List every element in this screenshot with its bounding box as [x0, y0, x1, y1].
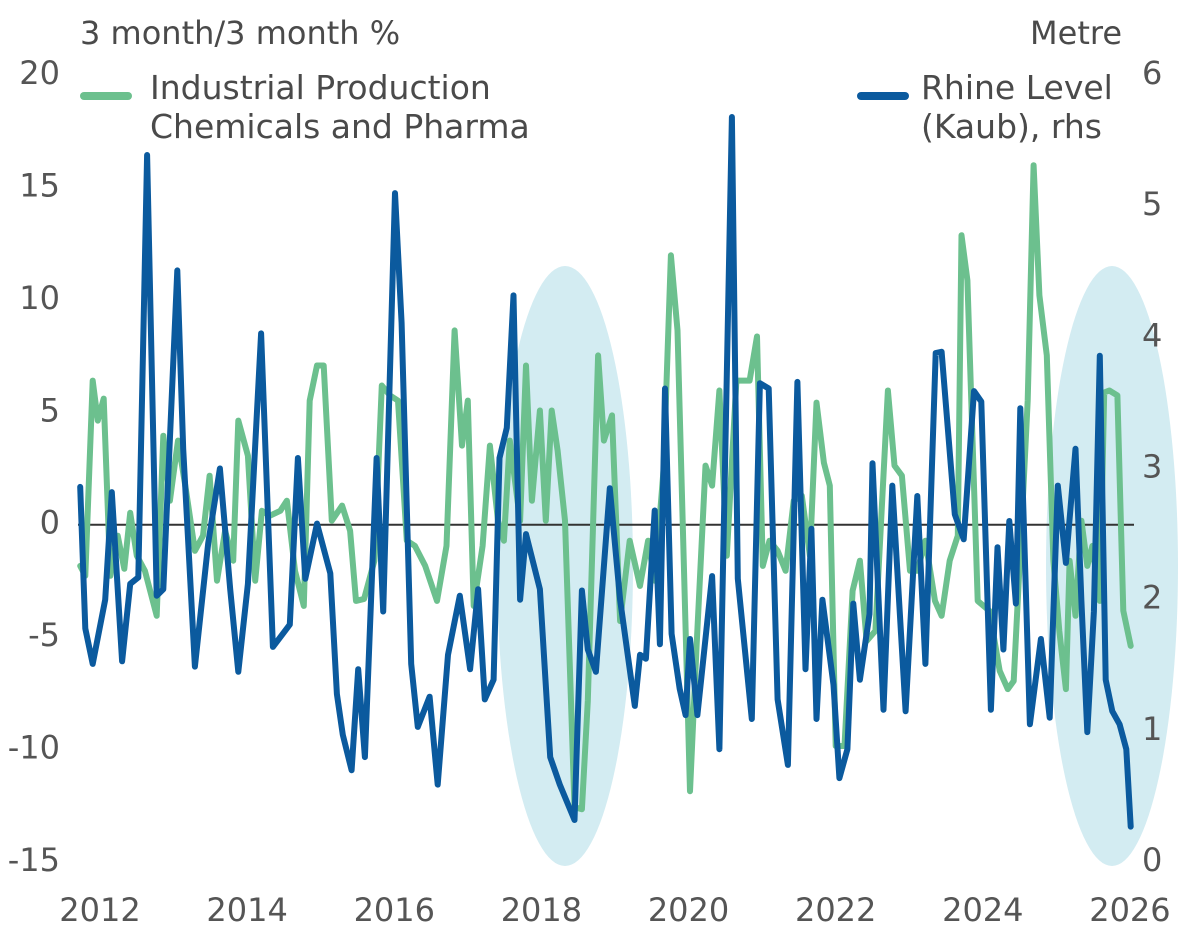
y2-tick-label: 4	[1142, 316, 1162, 354]
y-tick-label: 15	[19, 166, 60, 204]
y-tick-label: -10	[8, 729, 60, 767]
y-axis-title: 3 month/3 month %	[80, 14, 401, 52]
y2-tick-label: 0	[1142, 841, 1162, 879]
x-tick-label: 2016	[354, 891, 435, 929]
x-tick-label: 2018	[501, 891, 582, 929]
y-tick-label: -15	[8, 841, 60, 879]
highlight	[1046, 266, 1178, 866]
x-tick-label: 2020	[648, 891, 729, 929]
y-tick-label: -5	[28, 616, 60, 654]
y-tick-label: 10	[19, 279, 60, 317]
x-tick-label: 2026	[1089, 891, 1170, 929]
x-tick-label: 2024	[942, 891, 1023, 929]
y-tick-label: 0	[40, 504, 60, 542]
series-line	[77, 162, 1134, 813]
series-line	[77, 114, 1134, 830]
y2-tick-label: 2	[1142, 579, 1162, 617]
y-tick-label: 20	[19, 54, 60, 92]
x-tick-label: 2022	[795, 891, 876, 929]
y-tick-label: 5	[40, 391, 60, 429]
y2-tick-label: 1	[1142, 710, 1162, 748]
legend-label: Rhine Level (Kaub), rhs	[921, 68, 1113, 146]
y2-tick-label: 3	[1142, 448, 1162, 486]
x-tick-label: 2012	[59, 891, 140, 929]
y2-tick-label: 5	[1142, 185, 1162, 223]
y2-axis-title: Metre	[1030, 14, 1122, 52]
x-tick-label: 2014	[206, 891, 287, 929]
y2-tick-label: 6	[1142, 54, 1162, 92]
legend-label: Industrial Production Chemicals and Phar…	[150, 68, 530, 146]
